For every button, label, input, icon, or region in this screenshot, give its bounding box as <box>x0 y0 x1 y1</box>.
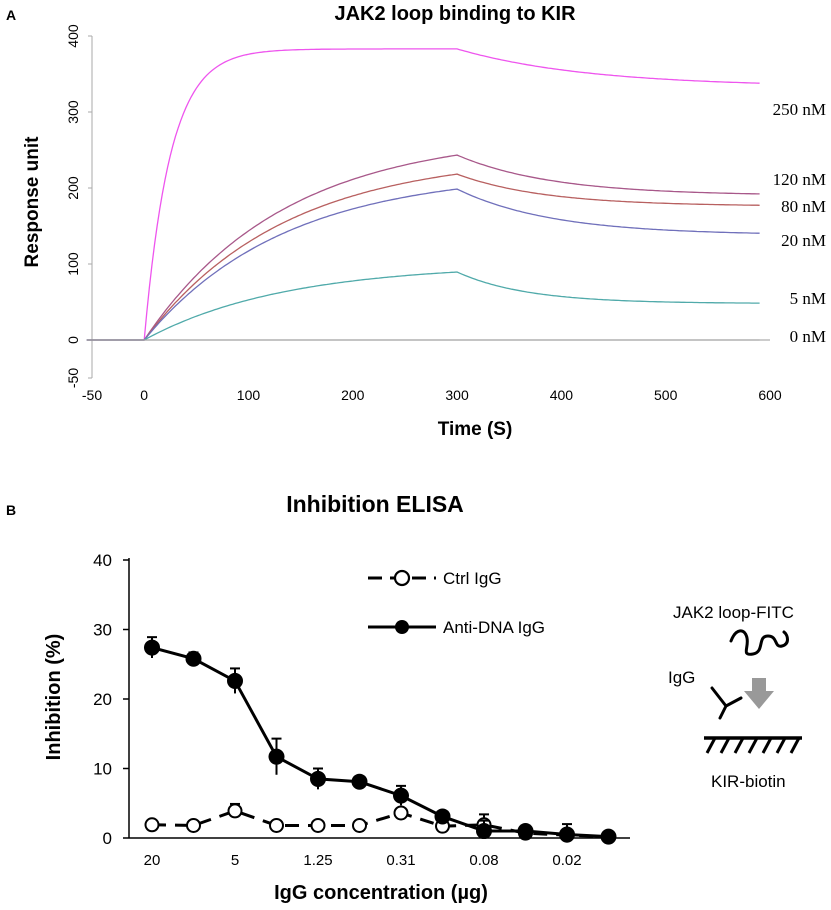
data-point <box>186 817 201 833</box>
assay-diagram: JAK2 loop-FITC IgG KIR-biotin <box>668 603 802 791</box>
diagram-kir-label: KIR-biotin <box>711 772 786 791</box>
chart-a-xtick-label: 500 <box>654 387 678 403</box>
legend-anti-marker <box>395 620 409 634</box>
sensorgram-curve-120-nM <box>86 154 760 341</box>
series-label-20-nM: 20 nM <box>781 231 826 250</box>
chart-a-title: JAK2 loop binding to KIR <box>334 3 576 25</box>
chart-b-xtick-label: 0.08 <box>469 852 498 869</box>
data-point <box>600 828 617 845</box>
series-label-250-nM: 250 nM <box>773 100 826 119</box>
panel-b-letter: B <box>6 502 16 518</box>
series-line <box>151 646 609 839</box>
igg-antibody-icon <box>710 686 743 720</box>
chart-a-series-labels: 250 nM 120 nM 80 nM 20 nM 5 nM 0 nM <box>773 100 826 346</box>
data-point <box>268 748 285 765</box>
data-point <box>144 639 160 656</box>
chart-a-xtick-label: 600 <box>758 387 782 403</box>
chart-b-axes: 0 10 20 30 40 20 5 1.25 0.31 0.08 0.02 <box>93 551 630 869</box>
data-point <box>269 817 284 833</box>
chart-a-xtick-label: 200 <box>341 387 365 403</box>
series-label-0-nM: 0 nM <box>790 327 826 346</box>
chart-a-ylabel: Response unit <box>22 136 43 268</box>
sensorgram-curve-20-nM <box>86 188 760 341</box>
data-point <box>393 787 409 804</box>
data-point <box>559 826 575 843</box>
chart-a-axes: -50 0 100 200 300 400 -50 0 100 200 300 400 500 600 <box>65 24 782 403</box>
chart-a-ytick-label: -50 <box>65 368 81 388</box>
data-point <box>476 823 492 840</box>
legend-anti-label: Anti-DNA IgG <box>443 618 545 637</box>
chart-a-xtick-label: -50 <box>82 387 102 403</box>
down-arrow-icon <box>744 678 774 709</box>
chart-b-xlabel: IgG concentration (µg) <box>274 882 488 904</box>
chart-b-ylabel: Inhibition (%) <box>43 634 65 761</box>
data-point <box>393 805 409 821</box>
chart-a-ytick-label: 400 <box>65 24 81 48</box>
chart-a-xtick-label: 0 <box>140 387 148 403</box>
sensorgram-curve-80-nM <box>86 173 760 341</box>
chart-b-legend: Ctrl IgG Anti-DNA IgG <box>368 569 545 637</box>
panel-b: B Inhibition ELISA Inhibition (%) IgG co… <box>6 491 802 904</box>
legend-ctrl-marker <box>393 569 411 587</box>
chart-a-xlabel: Time (S) <box>438 419 513 440</box>
series-label-120-nM: 120 nM <box>773 170 826 189</box>
chart-b-xtick-label: 0.31 <box>386 852 415 869</box>
series-anti-dna-igg <box>144 636 617 845</box>
data-point <box>227 672 243 689</box>
data-point <box>227 803 243 819</box>
jak2-loop-icon <box>729 629 789 656</box>
chart-a-xtick-label: 300 <box>445 387 469 403</box>
chart-a-ytick-label: 300 <box>65 100 81 124</box>
chart-a-ytick-label: 200 <box>65 176 81 200</box>
data-point <box>144 817 160 833</box>
chart-b-xtick-label: 20 <box>144 852 161 869</box>
kir-surface-icon <box>704 736 802 754</box>
data-point <box>351 773 368 790</box>
panel-a-letter: A <box>6 7 16 23</box>
chart-b-title: Inhibition ELISA <box>286 491 464 517</box>
chart-a-ytick-label: 100 <box>65 252 81 276</box>
chart-a-ytick-label: 0 <box>65 336 81 344</box>
legend-ctrl-label: Ctrl IgG <box>443 569 502 588</box>
chart-a-xtick-label: 400 <box>550 387 574 403</box>
chart-b-ytick-label: 10 <box>93 760 112 779</box>
chart-b-xtick-label: 5 <box>231 852 239 869</box>
data-point <box>434 808 451 825</box>
chart-b-xtick-label: 1.25 <box>303 852 332 869</box>
chart-b-ytick-label: 30 <box>93 621 112 640</box>
chart-b-ytick-label: 20 <box>93 690 112 709</box>
sensorgram-curve-5-nM <box>86 271 760 341</box>
sensorgram-curve-250-nM <box>86 48 760 341</box>
series-ctrl-igg <box>144 802 616 845</box>
data-point <box>517 823 534 840</box>
diagram-igg-label: IgG <box>668 668 695 687</box>
chart-a-curves <box>86 48 760 341</box>
data-point <box>352 817 367 833</box>
data-point <box>185 650 202 667</box>
data-point <box>310 770 326 787</box>
diagram-jak2-label: JAK2 loop-FITC <box>673 603 794 622</box>
chart-b-ytick-label: 0 <box>103 829 112 848</box>
panel-a: A JAK2 loop binding to KIR Response unit… <box>6 3 826 440</box>
chart-b-ytick-label: 40 <box>93 551 112 570</box>
data-point <box>310 817 326 833</box>
chart-b-xtick-label: 0.02 <box>552 852 581 869</box>
chart-b-series <box>144 636 617 845</box>
chart-a-xtick-label: 100 <box>237 387 261 403</box>
series-label-5-nM: 5 nM <box>790 289 826 308</box>
series-label-80-nM: 80 nM <box>781 197 826 216</box>
